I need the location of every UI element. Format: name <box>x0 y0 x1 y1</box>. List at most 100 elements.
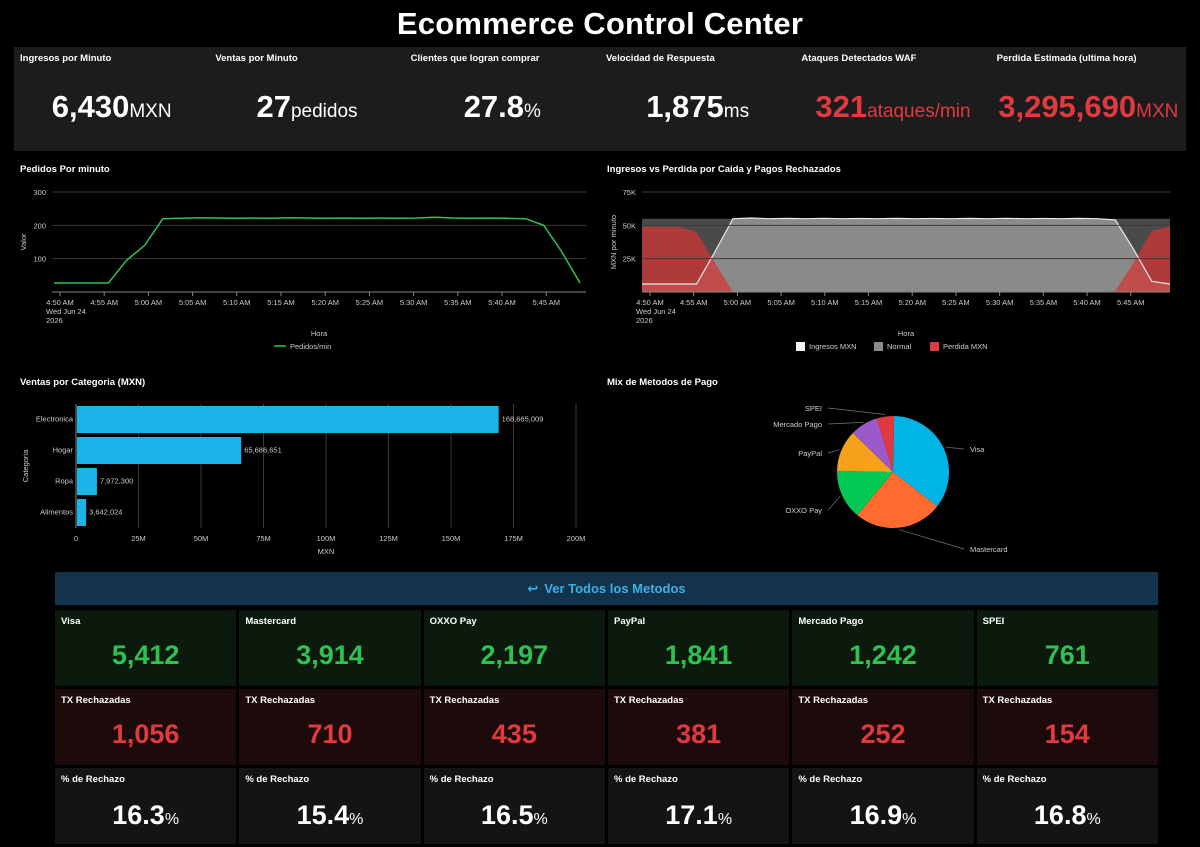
x-tick-label: 5:05 AM <box>767 298 795 307</box>
metodos-grid: Visa 5,412 Mastercard 3,914 OXXO Pay 2,197 Pay… <box>55 610 1158 847</box>
metodo-value-wrap: 154 <box>977 719 1158 750</box>
x-tick-label: 125M <box>379 534 398 543</box>
metodo-value-wrap: 16.8% <box>977 800 1158 831</box>
kpi-card: Velocidad de Respuesta 1,875ms <box>600 47 795 151</box>
y-tick-label: 25K <box>623 255 636 264</box>
kpi-label: Ventas por Minuto <box>215 53 298 64</box>
metodo-label: TX Rechazadas <box>613 695 684 706</box>
x-tick-label: 5:25 AM <box>942 298 970 307</box>
metodo-value: 154 <box>1044 719 1090 749</box>
pie-label: SPEI <box>805 404 822 413</box>
metodo-card-tx: Mercado Pago 1,242 <box>792 610 974 686</box>
metodo-value-wrap: 16.5% <box>424 800 605 831</box>
x-tick-label: 4:55 AM <box>680 298 708 307</box>
ingresos-area <box>642 218 1170 292</box>
kpi-value-wrap: 6,430MXN <box>14 89 209 125</box>
kpi-card: Clientes que logran comprar 27.8% <box>405 47 600 151</box>
metodo-card-pct: % de Rechazo 15.4% <box>239 768 421 844</box>
x-tick-label: 5:10 AM <box>811 298 839 307</box>
pie-slice-mastercard <box>857 472 938 528</box>
metodo-label: TX Rechazadas <box>245 695 316 706</box>
kpi-card: Perdida Estimada (ultima hora) 3,295,690M… <box>991 47 1186 151</box>
x-tick-label: 5:00 AM <box>135 298 163 307</box>
bar-hogar <box>77 437 242 464</box>
metodo-value: 761 <box>1044 640 1090 670</box>
metodo-value-wrap: 2,197 <box>424 640 605 671</box>
kpi-label: Ataques Detectados WAF <box>801 53 917 64</box>
return-icon: ↩ <box>527 580 539 596</box>
kpi-label: Velocidad de Respuesta <box>605 53 715 64</box>
metodo-label: TX Rechazadas <box>61 695 131 706</box>
metodos-chart-title: Mix de Metodos de Pago <box>607 377 718 388</box>
ingresos-line <box>642 217 1171 285</box>
metodo-label: OXXO Pay <box>429 616 477 627</box>
y-tick-label: 75K <box>623 188 636 197</box>
metodo-value: 710 <box>307 719 353 749</box>
pct-unit: % <box>717 811 733 828</box>
x-tick-label: 75M <box>256 534 271 543</box>
ver-todos-metodos-button[interactable]: ↩ Ver Todos los Metodos <box>55 572 1158 605</box>
y-tick-label: 200 <box>33 221 46 230</box>
kpi-unit: MXN <box>1136 101 1179 122</box>
metodo-value-wrap: 17.1% <box>608 800 789 831</box>
x-tick-label: 5:10 AM <box>223 298 251 307</box>
pie-slice-oxxo-pay <box>837 470 893 516</box>
metodo-value: 1,242 <box>849 640 917 670</box>
kpi-value: 6,430 <box>51 89 130 124</box>
pie-slice-mercado-pago <box>852 418 893 472</box>
metodo-value-wrap: 1,242 <box>792 640 973 671</box>
metodo-value-wrap: 15.4% <box>239 800 420 831</box>
page-title: Ecommerce Control Center <box>396 6 804 41</box>
legend-label: Normal <box>887 342 912 351</box>
ver-todos-label: Ver Todos los Metodos <box>544 581 686 596</box>
metodo-value: 1,841 <box>664 640 733 670</box>
metodo-value-wrap: 1,056 <box>55 719 236 750</box>
metodo-value-wrap: 761 <box>977 640 1158 671</box>
date-year-label: 2026 <box>636 316 653 325</box>
metodo-value-wrap: 710 <box>239 719 420 750</box>
x-tick-label: 25M <box>131 534 146 543</box>
metodo-value: 16.5 <box>480 800 534 830</box>
metodo-card-rechazadas: TX Rechazadas 1,056 <box>55 689 237 765</box>
kpi-value-wrap: 321ataques/min <box>795 89 990 125</box>
metodo-card-pct: % de Rechazo 16.9% <box>792 768 974 844</box>
metodo-value: 3,914 <box>296 640 364 670</box>
kpi-value: 1,875 <box>646 89 724 124</box>
x-tick-label: 5:45 AM <box>1117 298 1145 307</box>
bar-value-label: 7,972,300 <box>100 477 133 486</box>
ingresos-chart-title: Ingresos vs Perdida por Caida y Pagos Re… <box>607 164 841 175</box>
date-label: Wed Jun 24 <box>46 307 86 316</box>
pie-slice-visa <box>893 416 949 507</box>
metodo-card-tx: SPEI 761 <box>976 610 1158 686</box>
perdida-area <box>642 226 1170 292</box>
metodo-value: 2,197 <box>480 640 549 670</box>
pie-label: OXXO Pay <box>785 506 822 515</box>
category-label: Hogar <box>53 446 74 455</box>
x-tick-label: 200M <box>567 534 586 543</box>
metodo-label: % de Rechazo <box>982 774 1047 785</box>
ingresos-chart: 25K 50K 75K 4:50 AM 4:55 AM 5:00 AM 5:05 AM 5:1… <box>609 188 1171 351</box>
leader-line <box>827 407 886 415</box>
metodo-label: Visa <box>61 616 81 627</box>
x-axis-label: Hora <box>898 329 915 338</box>
kpi-unit: pedidos <box>290 101 358 122</box>
x-axis-label: MXN <box>318 547 335 556</box>
category-label: Electronica <box>36 415 74 424</box>
metodo-value-wrap: 5,412 <box>55 640 236 671</box>
kpi-value-wrap: 3,295,690MXN <box>991 89 1186 125</box>
metodo-label: Mercado Pago <box>798 616 864 627</box>
metodos-row-pct: % de Rechazo 16.3%% de Rechazo 15.4%% de R… <box>55 768 1158 844</box>
x-tick-label: 4:50 AM <box>636 298 664 307</box>
x-tick-label: 5:40 AM <box>488 298 516 307</box>
metodo-card-rechazadas: TX Rechazadas 381 <box>607 689 790 765</box>
metodo-value-wrap: 381 <box>608 719 789 750</box>
metodo-value: 17.1 <box>665 800 718 830</box>
metodo-value: 15.4 <box>296 800 350 830</box>
metodo-value: 381 <box>676 719 722 749</box>
date-label: Wed Jun 24 <box>636 307 676 316</box>
x-tick-label: 50M <box>194 534 209 543</box>
metodo-value-wrap: 435 <box>424 719 605 750</box>
kpi-unit: MXN <box>129 101 172 122</box>
kpi-value-wrap: 1,875ms <box>600 89 795 125</box>
x-tick-label: 100M <box>317 534 336 543</box>
